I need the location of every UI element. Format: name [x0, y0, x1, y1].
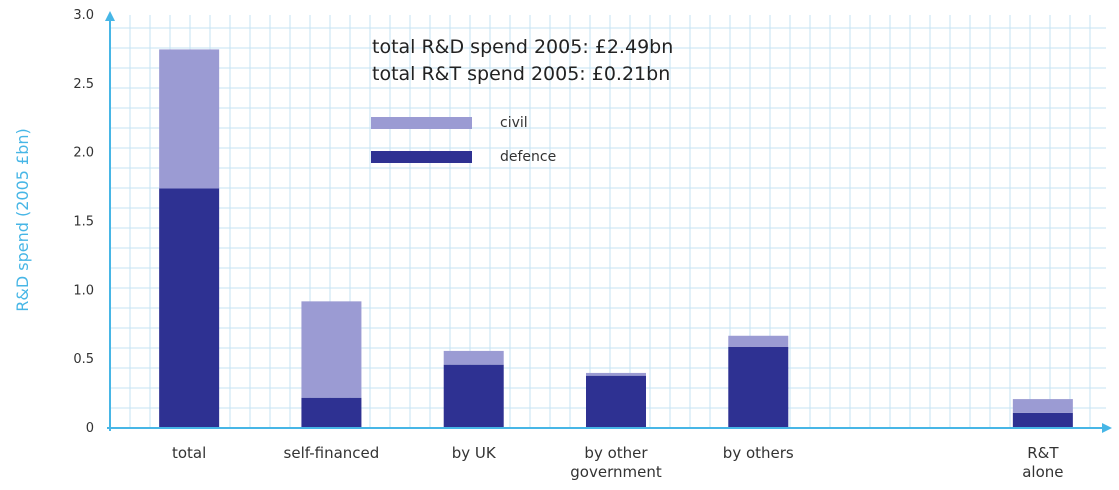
- bar-defence-2: [443, 364, 504, 428]
- legend-swatch-defence: [371, 151, 472, 163]
- legend-swatch-civil: [371, 117, 472, 129]
- bar-civil-2: [443, 350, 504, 365]
- x-axis-arrow: [1102, 423, 1112, 433]
- annotations: total R&D spend 2005: £2.49bn total R&T …: [372, 36, 673, 85]
- bar-civil-3: [586, 372, 646, 376]
- annotation-rt-total: total R&T spend 2005: £0.21bn: [372, 63, 670, 85]
- y-axis-label: R&D spend (2005 £bn): [13, 128, 32, 311]
- legend-label-defence: defence: [500, 149, 556, 165]
- x-category-label: government: [570, 463, 662, 481]
- x-category-label: by UK: [452, 444, 497, 462]
- x-category-label: by others: [723, 444, 794, 462]
- x-category-label: alone: [1022, 463, 1063, 481]
- bar-civil-4: [728, 335, 789, 347]
- x-category-label: R&T: [1027, 444, 1059, 462]
- bar-defence-3: [586, 375, 646, 428]
- chart-axes: [105, 11, 1112, 433]
- y-tick-label: 0: [86, 421, 94, 436]
- bar-defence-4: [728, 346, 789, 428]
- bar-defence-1: [301, 397, 362, 428]
- chart-bars: [159, 49, 1073, 428]
- bar-civil-6: [1012, 399, 1073, 413]
- x-category-label: total: [172, 444, 206, 462]
- y-tick-label: 3.0: [73, 8, 94, 23]
- legend: civil defence: [371, 115, 556, 165]
- y-axis-arrow: [105, 11, 115, 21]
- y-tick-labels: 0 0.5 1.0 1.5 2.0 2.5 3.0: [73, 8, 94, 436]
- y-tick-label: 1.0: [73, 283, 94, 298]
- bar-civil-1: [301, 301, 362, 398]
- y-tick-label: 1.5: [73, 215, 94, 230]
- x-category-labels: total self-financed by UK by othergovernmen…: [172, 444, 1064, 481]
- bar-defence-6: [1012, 412, 1073, 428]
- legend-label-civil: civil: [500, 115, 528, 131]
- y-tick-label: 2.0: [73, 146, 94, 161]
- annotation-rd-total: total R&D spend 2005: £2.49bn: [372, 36, 673, 58]
- x-category-label: self-financed: [284, 444, 380, 462]
- y-tick-label: 2.5: [73, 77, 94, 92]
- bar-civil-0: [159, 49, 220, 189]
- x-category-label: by other: [584, 444, 648, 462]
- bar-defence-0: [159, 188, 220, 428]
- y-tick-label: 0.5: [73, 352, 94, 367]
